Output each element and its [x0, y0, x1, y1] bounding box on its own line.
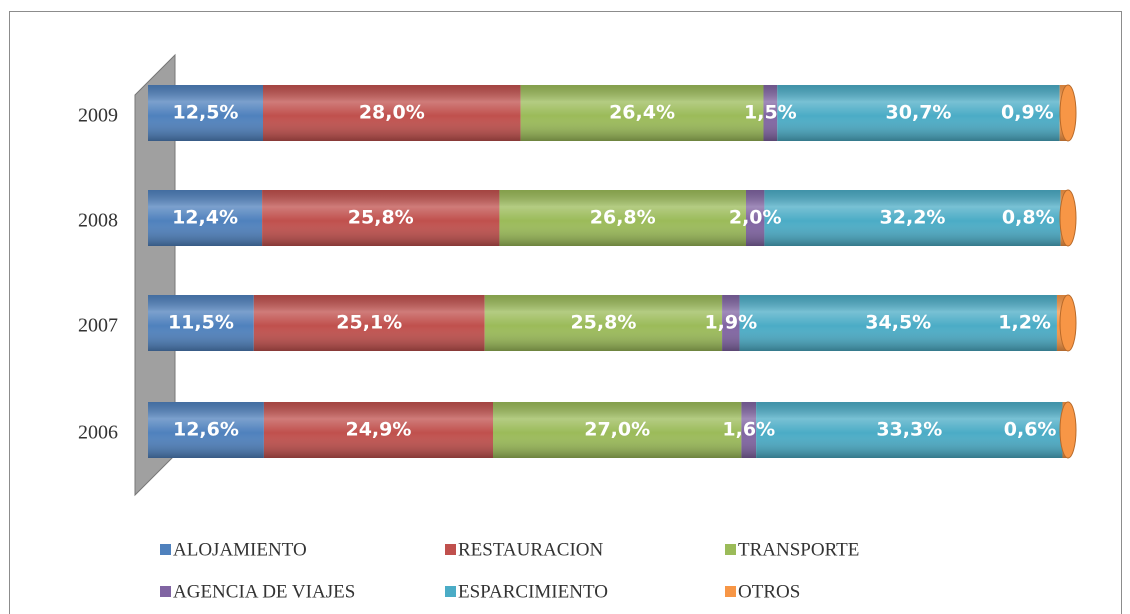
data-label: 27,0% [584, 419, 650, 441]
data-label: 26,8% [590, 207, 656, 229]
data-label: 0,6% [1004, 419, 1057, 441]
bar-shading [493, 402, 742, 458]
legend-label: AGENCIA DE VIAJES [173, 581, 355, 602]
bar-shading [746, 190, 765, 246]
bar-shading [253, 295, 485, 351]
bar-shading [148, 85, 263, 141]
data-label: 25,8% [570, 312, 636, 334]
data-label: 26,4% [609, 102, 675, 124]
data-label: 0,9% [1001, 102, 1054, 124]
legend-swatch [725, 544, 736, 555]
data-label: 2,0% [729, 207, 782, 229]
bar-shading [148, 295, 254, 351]
data-label: 1,5% [744, 102, 797, 124]
data-label: 0,8% [1002, 207, 1055, 229]
legend-swatch [725, 586, 736, 597]
y-tick-label: 2008 [78, 210, 118, 232]
data-label: 34,5% [865, 312, 931, 334]
data-label: 12,5% [173, 102, 239, 124]
data-label: 25,1% [336, 312, 402, 334]
data-label: 11,5% [168, 312, 234, 334]
bar-shading [756, 402, 1063, 458]
bar-cap [1059, 189, 1077, 247]
bar-shading [764, 190, 1061, 246]
bar-shading [262, 190, 500, 246]
bar-shading [763, 85, 778, 141]
bar-shading [741, 402, 757, 458]
bar-cap [1059, 401, 1077, 459]
data-label: 33,3% [876, 419, 942, 441]
legend-label: OTROS [738, 581, 800, 602]
y-tick-label: 2007 [78, 315, 118, 337]
legend-swatch [445, 586, 456, 597]
bar-shading [148, 402, 264, 458]
bar-shading [739, 295, 1057, 351]
data-label: 28,0% [359, 102, 425, 124]
data-label: 1,2% [998, 312, 1051, 334]
legend-swatch [445, 544, 456, 555]
data-label: 12,4% [172, 207, 238, 229]
bar-cap [1059, 84, 1077, 142]
bar-shading [722, 295, 740, 351]
data-label: 30,7% [886, 102, 952, 124]
legend-swatch [160, 586, 171, 597]
legend-swatch [160, 544, 171, 555]
bar-shading [263, 85, 521, 141]
bar-shading [484, 295, 723, 351]
bar-shading [148, 190, 263, 246]
data-label: 1,6% [722, 419, 775, 441]
data-label: 1,9% [704, 312, 757, 334]
data-label: 25,8% [348, 207, 414, 229]
bar-shading [520, 85, 764, 141]
bar-shading [263, 402, 493, 458]
legend-label: ESPARCIMIENTO [458, 581, 608, 602]
bar-shading [499, 190, 746, 246]
y-tick-label: 2009 [78, 105, 118, 127]
y-tick-label: 2006 [78, 422, 118, 444]
bar-shading [777, 85, 1060, 141]
legend-label: TRANSPORTE [738, 539, 859, 560]
legend-label: ALOJAMIENTO [173, 539, 307, 560]
bar-cap [1059, 294, 1077, 352]
data-label: 32,2% [880, 207, 946, 229]
data-label: 24,9% [345, 419, 411, 441]
data-label: 12,6% [173, 419, 239, 441]
legend-label: RESTAURACION [458, 539, 603, 560]
